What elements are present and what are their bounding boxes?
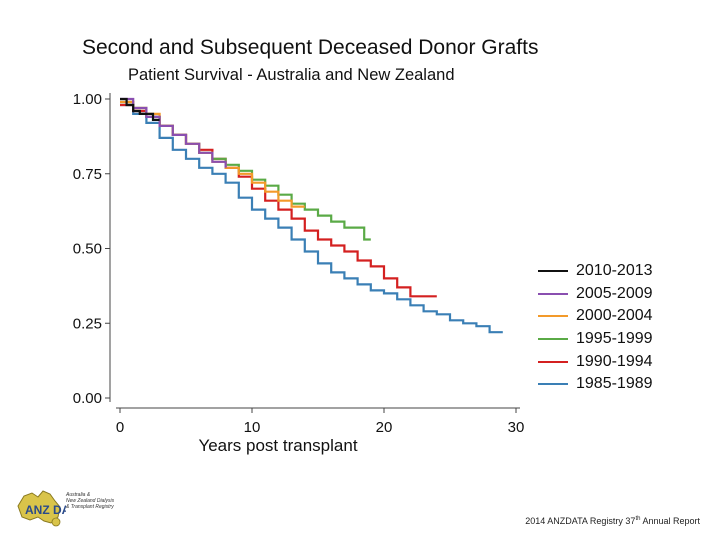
series-line-1985-1989: [120, 103, 503, 334]
legend-item: 1990-1994: [538, 350, 653, 373]
legend-item: 2000-2004: [538, 305, 653, 328]
legend-item: 2010-2013: [538, 260, 653, 283]
logo-caption: Australia & New Zealand Dialysis & Trans…: [66, 492, 126, 511]
x-tick-label: 20: [376, 419, 393, 436]
legend: 2010-2013 2005-2009 2000-2004 1995-1999 1990…: [538, 260, 653, 396]
legend-label: 1985-1989: [576, 375, 653, 393]
logo-line: Australia &: [66, 492, 91, 498]
y-tick-label: 0.50: [73, 241, 102, 258]
footer-sup: th: [635, 516, 641, 522]
x-tick-label: 0: [116, 419, 124, 436]
legend-item: 1985-1989: [538, 373, 653, 396]
footer-text: 2014 ANZDATA Registry 37: [525, 516, 636, 526]
y-tick-label: 0.25: [73, 315, 102, 332]
legend-swatch: [538, 383, 568, 386]
legend-label: 2000-2004: [576, 307, 653, 325]
registry-logo: ANZ DATA: [17, 490, 66, 527]
chart-subtitle: Patient Survival - Australia and New Zea…: [128, 66, 455, 84]
legend-swatch: [538, 292, 568, 295]
legend-item: 1995-1999: [538, 328, 653, 351]
logo-badge-text: ANZ DATA: [25, 503, 66, 517]
x-axis-label: Years post transplant: [198, 436, 357, 455]
legend-swatch: [538, 360, 568, 363]
legend-label: 2005-2009: [576, 284, 653, 302]
legend-label: 1995-1999: [576, 330, 653, 348]
series-line-2005-2009: [120, 97, 227, 168]
axes: 0.00 0.25 0.50 0.75 1.00 0 10 20 30 Years post tr…: [73, 91, 525, 455]
chart-title: Second and Subsequent Deceased Donor Gra…: [82, 36, 539, 59]
footer-suffix: Annual Report: [640, 516, 700, 526]
legend-swatch: [538, 270, 568, 273]
x-tick-label: 30: [508, 419, 525, 436]
legend-label: 1990-1994: [576, 352, 653, 370]
y-tick-label: 0.00: [73, 390, 102, 407]
legend-swatch: [538, 338, 568, 341]
footer-credit: 2014 ANZDATA Registry 37th Annual Report: [525, 516, 700, 526]
series-line-2010-2013: [120, 97, 160, 121]
legend-swatch: [538, 315, 568, 318]
logo-line: New Zealand Dialysis: [66, 498, 115, 505]
logo-line: & Transplant Registry: [66, 504, 114, 511]
x-tick-label: 10: [244, 419, 261, 436]
y-tick-label: 0.75: [73, 166, 102, 183]
series-layer: [120, 97, 503, 334]
legend-item: 2005-2009: [538, 283, 653, 306]
y-tick-label: 1.00: [73, 91, 102, 108]
legend-label: 2010-2013: [576, 262, 653, 280]
